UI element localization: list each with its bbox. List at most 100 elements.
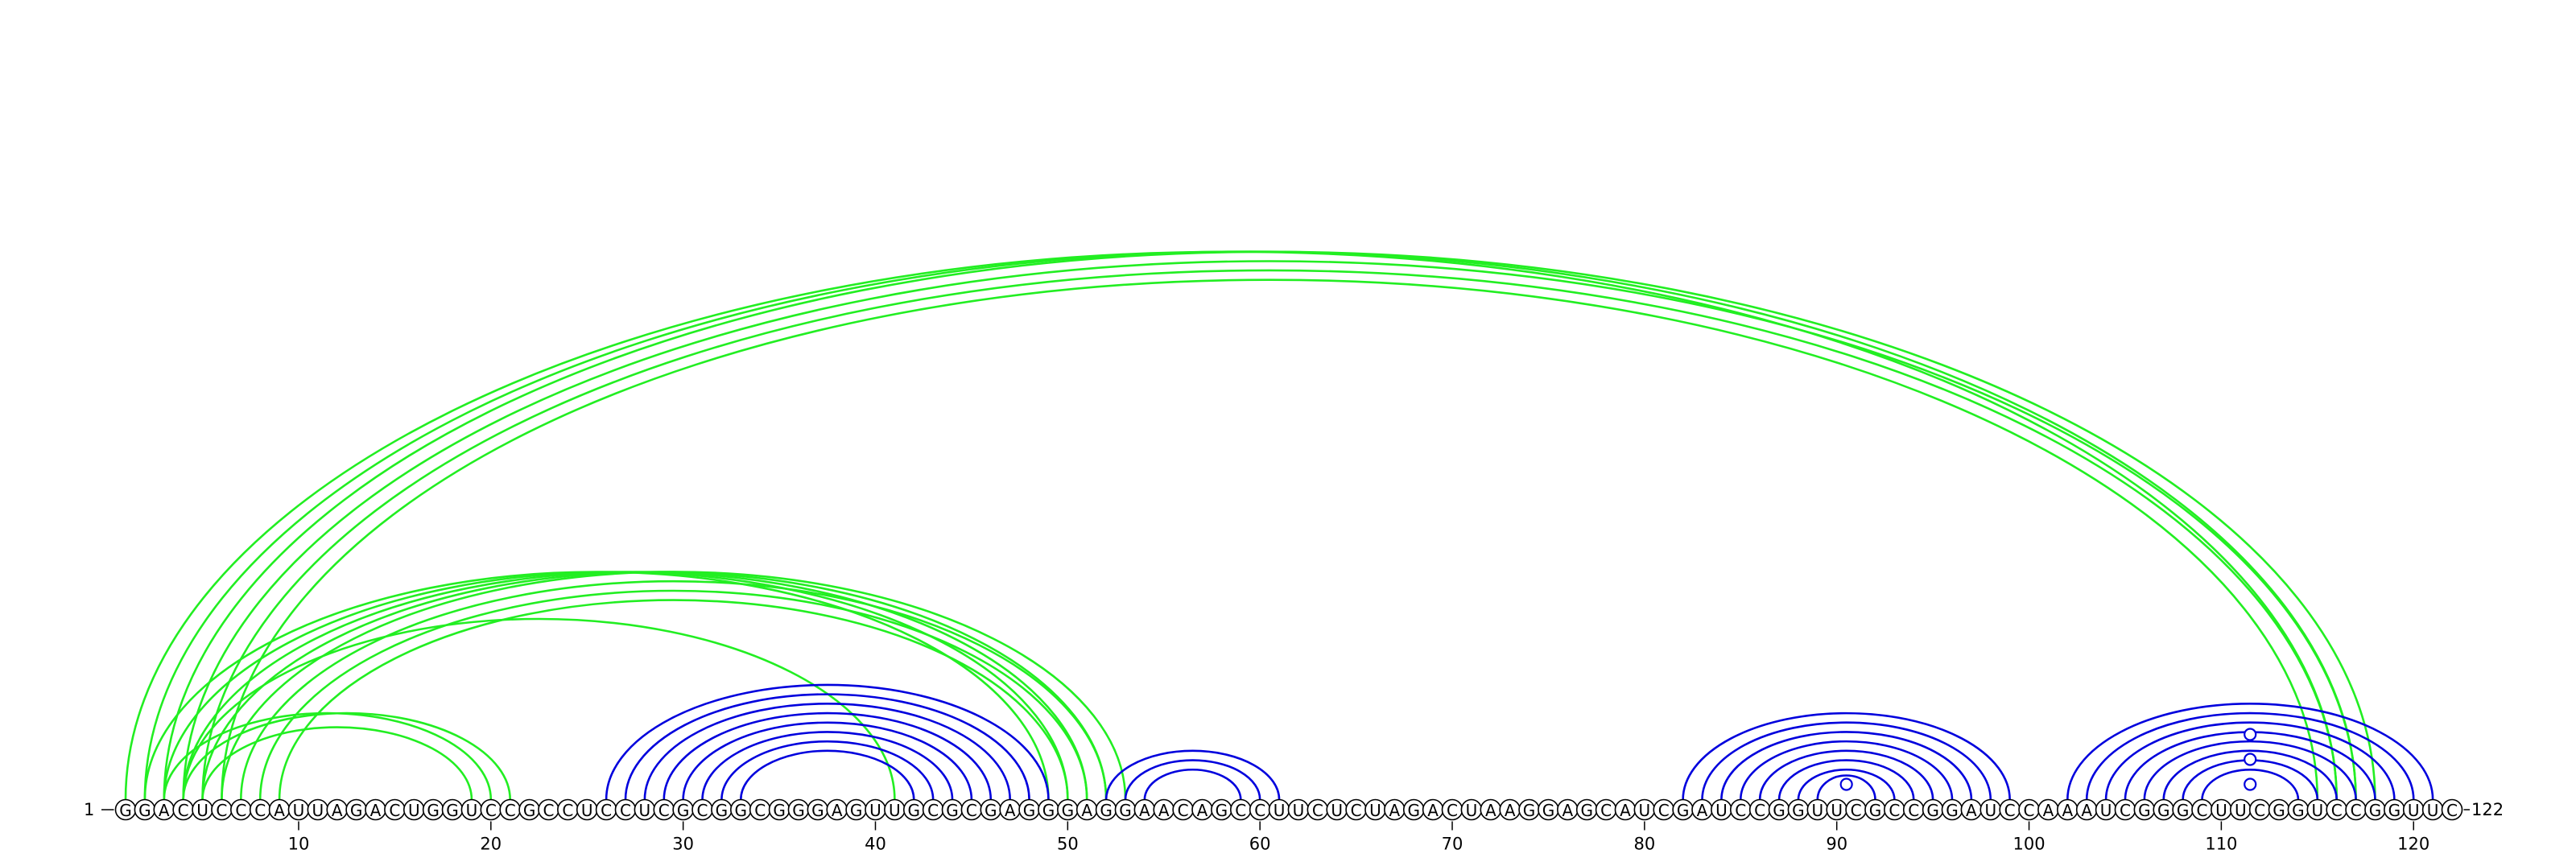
nucleotide-31: C [691, 798, 713, 821]
nucleotide-letter: G [1407, 801, 1420, 820]
nucleotide-9: A [268, 798, 291, 821]
nucleotide-1: G [114, 798, 137, 821]
nucleotide-letter: G [523, 801, 536, 820]
arc-blue-30-45 [682, 721, 973, 800]
nucleotide-letter: U [1369, 801, 1381, 820]
nucleotide-letter: C [1351, 801, 1362, 820]
arc-blue-32-43 [720, 740, 935, 800]
arc-blue-103-120 [2085, 712, 2415, 800]
nucleotide-letter: G [1773, 801, 1785, 820]
arcs-layer [126, 252, 2434, 800]
nucleotide-55: A [1153, 798, 1175, 821]
nucleotide-95: G [1922, 798, 1944, 821]
arc-green-2-117 [145, 252, 2356, 800]
nucleotide-54: A [1133, 798, 1156, 821]
nucleotide-75: G [1538, 798, 1559, 821]
tick-label-40: 40 [865, 835, 886, 854]
nucleotide-letter: C [2197, 801, 2208, 820]
nucleotide-66: U [1364, 798, 1386, 821]
nucleotide-letter: C [562, 801, 573, 820]
tick-label-90: 90 [1826, 835, 1847, 854]
nucleotide-52: G [1095, 798, 1117, 821]
nucleotide-letter: G [850, 801, 863, 820]
nucleotide-letter: U [312, 801, 324, 820]
nucleotide-letter: C [1908, 801, 1919, 820]
nucleotide-59: C [1229, 798, 1252, 821]
nucleotide-21: C [499, 798, 521, 821]
nucleotide-85: C [1729, 798, 1752, 821]
nucleotide-letter: C [2446, 801, 2458, 820]
nucleotide-7: C [230, 798, 252, 821]
nucleotide-70: C [1441, 798, 1463, 821]
nucleotide-111: U [2229, 798, 2252, 821]
nucleotide-73: A [1499, 798, 1521, 821]
nucleotide-letter: G [811, 801, 824, 820]
arc-blue-107-116 [2162, 750, 2338, 800]
nucleotide-5: U [192, 798, 213, 821]
arc-blue-102-121 [2066, 703, 2434, 800]
arc-blue-26-49 [605, 683, 1050, 800]
arc-blue-83-98 [1701, 721, 1992, 800]
nucleotide-26: C [595, 798, 617, 821]
nucleotide-letter: A [832, 801, 843, 820]
nucleotide-letter: A [159, 801, 170, 820]
nucleotide-letter: A [1139, 801, 1150, 820]
nucleotide-letter: C [697, 801, 708, 820]
arc-green-4-21 [182, 711, 511, 800]
nucleotide-letter: C [178, 801, 189, 820]
nucleotide-letter: G [1100, 801, 1113, 820]
nucleotide-letter: G [1946, 801, 1959, 820]
tick-label-30: 30 [672, 835, 694, 854]
nucleotide-44: G [941, 798, 964, 821]
nucleotide-94: C [1902, 798, 1925, 821]
nucleotide-112: C [2248, 798, 2271, 821]
arc-blue-84-97 [1720, 731, 1973, 800]
nucleotide-letter: C [2024, 801, 2035, 820]
nucleotide-letter: C [1178, 801, 1189, 820]
nucleotide-106: G [2133, 798, 2156, 821]
arc-green-4-41 [182, 618, 896, 800]
arc-green-6-53 [221, 571, 1127, 800]
nucleotide-24: C [557, 798, 579, 821]
nucleotide-letter: U [1293, 801, 1305, 820]
nucleotide-letter: C [2351, 801, 2362, 820]
nucleotide-14: A [365, 798, 386, 821]
nucleotide-32: G [711, 798, 733, 821]
arc-blue-53-60 [1124, 759, 1261, 800]
nucleotide-122: C [2441, 798, 2463, 821]
nucleotide-63: C [1307, 798, 1329, 821]
nucleotide-letter: G [427, 801, 440, 820]
nucleotide-letter: A [1485, 801, 1496, 820]
nucleotide-letter: G [1216, 801, 1228, 820]
nucleotide-letter: C [601, 801, 612, 820]
arc-blue-28-47 [643, 703, 1011, 800]
nucleotide-92: G [1864, 798, 1886, 821]
nucleotide-58: G [1211, 798, 1232, 821]
nucleotide-letter: A [1081, 801, 1092, 820]
nucleotide-letter: A [274, 801, 285, 820]
nucleotide-29: C [653, 798, 675, 821]
nucleotide-letter: A [1005, 801, 1016, 820]
nucleotide-57: A [1191, 798, 1213, 821]
nucleotide-93: C [1884, 798, 1905, 821]
nucleotide-letter: G [2292, 801, 2305, 820]
nucleotide-56: C [1172, 798, 1194, 821]
nucleotide-letter: C [2120, 801, 2131, 820]
nucleotide-letter: U [1984, 801, 1996, 820]
markers-layer [1839, 728, 2257, 791]
nucleotide-77: G [1575, 798, 1598, 821]
nucleotide-letter: U [293, 801, 305, 820]
nucleotide-letter: U [1466, 801, 1478, 820]
nucleotide-67: A [1384, 798, 1406, 821]
nucleotide-78: C [1595, 798, 1617, 821]
tick-label-100: 100 [2013, 835, 2045, 854]
nucleotide-letter: G [1580, 801, 1593, 820]
nucleotide-letter: A [2043, 801, 2054, 820]
nucleotide-letter: U [1331, 801, 1343, 820]
nucleotide-letter: G [985, 801, 997, 820]
arc-blue-52-61 [1104, 749, 1281, 800]
sequence-end-label: 122 [2471, 800, 2504, 819]
arc-blue-54-59 [1143, 769, 1242, 800]
nucleotide-53: G [1114, 798, 1137, 821]
nucleotide-letter: C [927, 801, 939, 820]
